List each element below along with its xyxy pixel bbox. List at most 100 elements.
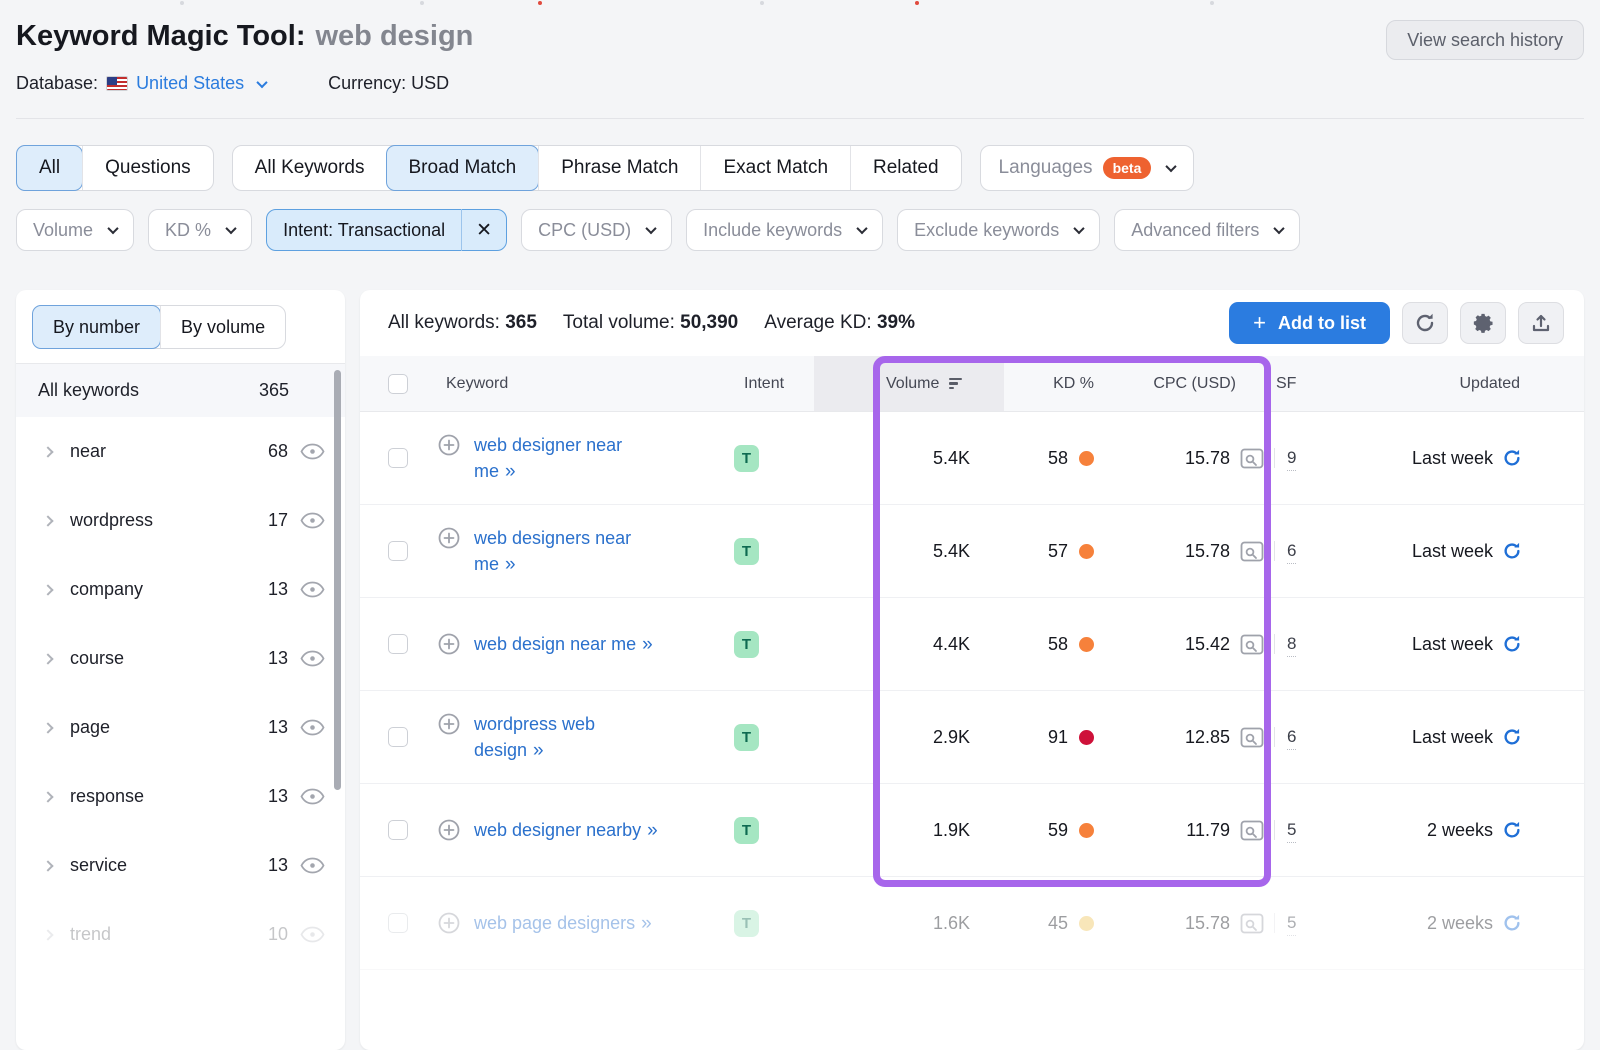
row-checkbox[interactable] bbox=[388, 820, 408, 840]
expand-keyword-icon[interactable]: » bbox=[641, 912, 652, 934]
sidebar-scrollbar[interactable] bbox=[334, 370, 341, 790]
keyword-group-item[interactable]: company 13 bbox=[16, 555, 345, 624]
chevron-right-icon[interactable] bbox=[42, 514, 54, 527]
refresh-row-icon[interactable] bbox=[1502, 634, 1522, 654]
chevron-down-icon[interactable] bbox=[256, 76, 268, 88]
tab-exact-match[interactable]: Exact Match bbox=[700, 146, 850, 190]
add-keyword-icon[interactable] bbox=[438, 527, 460, 549]
add-keyword-icon[interactable] bbox=[438, 434, 460, 456]
serp-features-icon[interactable] bbox=[1240, 448, 1264, 469]
refresh-row-icon[interactable] bbox=[1502, 448, 1522, 468]
expand-keyword-icon[interactable]: » bbox=[647, 819, 658, 841]
add-keyword-icon[interactable] bbox=[438, 912, 460, 934]
serp-features-icon[interactable] bbox=[1240, 820, 1264, 841]
add-keyword-icon[interactable] bbox=[438, 713, 460, 735]
languages-dropdown[interactable]: Languages beta bbox=[979, 145, 1195, 191]
keyword-group-item[interactable]: wordpress 17 bbox=[16, 486, 345, 555]
advanced-filters[interactable]: Advanced filters bbox=[1114, 209, 1301, 251]
row-checkbox[interactable] bbox=[388, 727, 408, 747]
keyword-group-item[interactable]: page 13 bbox=[16, 693, 345, 762]
tab-broad-match[interactable]: Broad Match bbox=[385, 145, 540, 191]
keyword-link[interactable]: web designer near me» bbox=[474, 434, 623, 482]
add-to-list-button[interactable]: + Add to list bbox=[1229, 302, 1390, 344]
sf-count-link[interactable]: 9 bbox=[1287, 448, 1297, 471]
add-keyword-icon[interactable] bbox=[438, 819, 460, 841]
chevron-right-icon[interactable] bbox=[42, 721, 54, 734]
tab-phrase-match[interactable]: Phrase Match bbox=[538, 146, 700, 190]
sf-count-link[interactable]: 5 bbox=[1287, 820, 1297, 843]
keyword-link[interactable]: web page designers» bbox=[474, 912, 652, 934]
row-checkbox[interactable] bbox=[388, 448, 408, 468]
sf-count-link[interactable]: 5 bbox=[1287, 913, 1297, 936]
sf-count-link[interactable]: 6 bbox=[1287, 541, 1297, 564]
serp-features-icon[interactable] bbox=[1240, 913, 1264, 934]
column-keyword[interactable]: Keyword bbox=[446, 374, 509, 392]
eye-icon[interactable] bbox=[300, 581, 325, 598]
settings-button[interactable] bbox=[1460, 302, 1506, 344]
cpc-filter[interactable]: CPC (USD) bbox=[521, 209, 673, 251]
refresh-row-icon[interactable] bbox=[1502, 820, 1522, 840]
expand-keyword-icon[interactable]: » bbox=[533, 739, 544, 761]
row-checkbox[interactable] bbox=[388, 634, 408, 654]
keyword-link[interactable]: web designers near me» bbox=[474, 527, 632, 575]
keyword-group-item[interactable]: service 13 bbox=[16, 831, 345, 900]
sort-by-volume-tab[interactable]: By volume bbox=[160, 306, 285, 348]
chevron-right-icon[interactable] bbox=[42, 790, 54, 803]
keyword-group-item[interactable]: trend 10 bbox=[16, 900, 345, 969]
row-checkbox[interactable] bbox=[388, 913, 408, 933]
export-button[interactable] bbox=[1518, 302, 1564, 344]
keyword-link[interactable]: web design near me» bbox=[474, 633, 653, 655]
keyword-group-item[interactable]: response 13 bbox=[16, 762, 345, 831]
eye-icon[interactable] bbox=[300, 926, 325, 943]
sort-by-number-tab[interactable]: By number bbox=[32, 305, 162, 349]
view-search-history-button[interactable]: View search history bbox=[1386, 20, 1584, 60]
chevron-right-icon[interactable] bbox=[42, 859, 54, 872]
sf-count-link[interactable]: 8 bbox=[1287, 634, 1297, 657]
serp-features-icon[interactable] bbox=[1240, 727, 1264, 748]
eye-icon[interactable] bbox=[300, 788, 325, 805]
column-sf[interactable]: SF bbox=[1276, 374, 1297, 392]
expand-keyword-icon[interactable]: » bbox=[505, 460, 516, 482]
close-icon[interactable]: ✕ bbox=[461, 209, 506, 251]
eye-icon[interactable] bbox=[300, 650, 325, 667]
tab-all-keywords[interactable]: All Keywords bbox=[254, 157, 365, 178]
serp-features-icon[interactable] bbox=[1240, 634, 1264, 655]
serp-features-icon[interactable] bbox=[1240, 541, 1264, 562]
column-intent[interactable]: Intent bbox=[744, 374, 785, 392]
keyword-link[interactable]: web designer nearby» bbox=[474, 819, 658, 841]
tab-questions[interactable]: Questions bbox=[82, 146, 213, 190]
keyword-group-item[interactable]: near 68 bbox=[16, 417, 345, 486]
keyword-group-item[interactable]: course 13 bbox=[16, 624, 345, 693]
refresh-row-icon[interactable] bbox=[1502, 727, 1522, 747]
chevron-right-icon[interactable] bbox=[42, 652, 54, 665]
database-selector[interactable]: United States bbox=[136, 73, 245, 93]
include-keywords-filter[interactable]: Include keywords bbox=[686, 209, 884, 251]
row-checkbox[interactable] bbox=[388, 541, 408, 561]
select-all-checkbox[interactable] bbox=[388, 373, 408, 394]
tab-all[interactable]: All bbox=[16, 145, 84, 191]
keyword-link[interactable]: wordpress web design» bbox=[474, 713, 596, 761]
column-volume-sorted[interactable]: Volume bbox=[874, 356, 1004, 411]
refresh-row-icon[interactable] bbox=[1502, 541, 1522, 561]
kd-filter[interactable]: KD % bbox=[148, 209, 253, 251]
eye-icon[interactable] bbox=[300, 512, 325, 529]
expand-keyword-icon[interactable]: » bbox=[642, 633, 653, 655]
eye-icon[interactable] bbox=[300, 719, 325, 736]
eye-icon[interactable] bbox=[300, 857, 325, 874]
exclude-keywords-filter[interactable]: Exclude keywords bbox=[897, 209, 1101, 251]
volume-filter[interactable]: Volume bbox=[16, 209, 135, 251]
column-cpc[interactable]: CPC (USD) bbox=[1153, 374, 1236, 392]
chevron-right-icon[interactable] bbox=[42, 445, 54, 458]
refresh-button[interactable] bbox=[1402, 302, 1448, 344]
column-kd[interactable]: KD % bbox=[1053, 374, 1094, 392]
chevron-right-icon[interactable] bbox=[42, 928, 54, 941]
refresh-row-icon[interactable] bbox=[1502, 913, 1522, 933]
sf-count-link[interactable]: 6 bbox=[1287, 727, 1297, 750]
intent-filter-active[interactable]: Intent: Transactional ✕ bbox=[266, 209, 508, 251]
add-keyword-icon[interactable] bbox=[438, 633, 460, 655]
eye-icon[interactable] bbox=[300, 443, 325, 460]
chevron-right-icon[interactable] bbox=[42, 583, 54, 596]
expand-keyword-icon[interactable]: » bbox=[505, 553, 516, 575]
column-updated[interactable]: Updated bbox=[1459, 374, 1521, 392]
all-keywords-group[interactable]: All keywords 365 bbox=[16, 363, 345, 417]
